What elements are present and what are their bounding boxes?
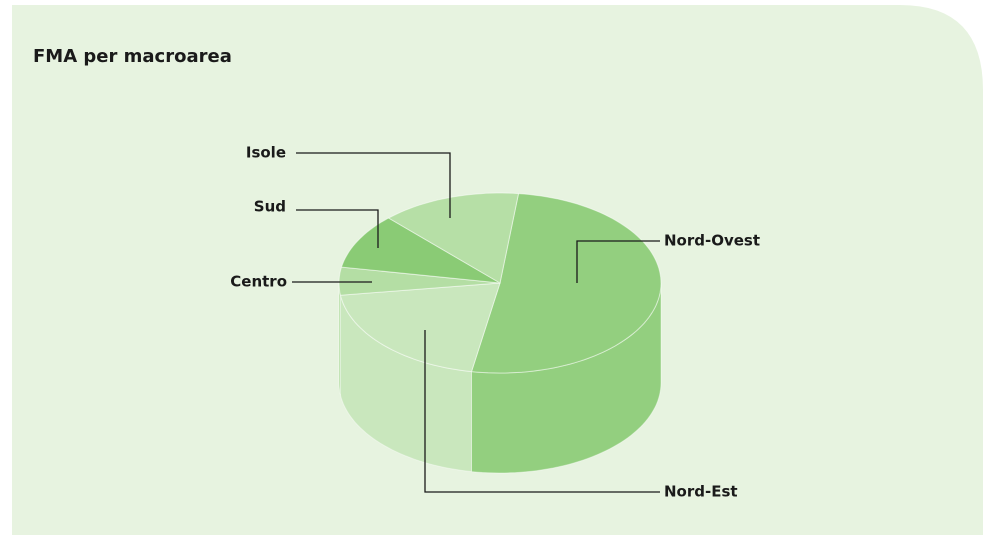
leader-line: [296, 152, 451, 218]
leader-line: [576, 240, 660, 283]
slice: [340, 217, 501, 284]
slice: [338, 266, 501, 296]
slice-label: Isole: [246, 144, 286, 162]
slice: [470, 193, 662, 374]
slice: [387, 192, 520, 284]
leader-line: [424, 330, 660, 493]
chart-title: FMA per macroarea: [33, 46, 232, 67]
slice-label: Nord-Est: [664, 483, 738, 501]
slice-side: [338, 282, 341, 396]
slice: [339, 282, 501, 373]
slice-label: Centro: [230, 273, 287, 291]
slice-label: Sud: [254, 198, 286, 216]
leader-line: [296, 209, 379, 248]
slice-label: Nord-Ovest: [664, 232, 760, 250]
